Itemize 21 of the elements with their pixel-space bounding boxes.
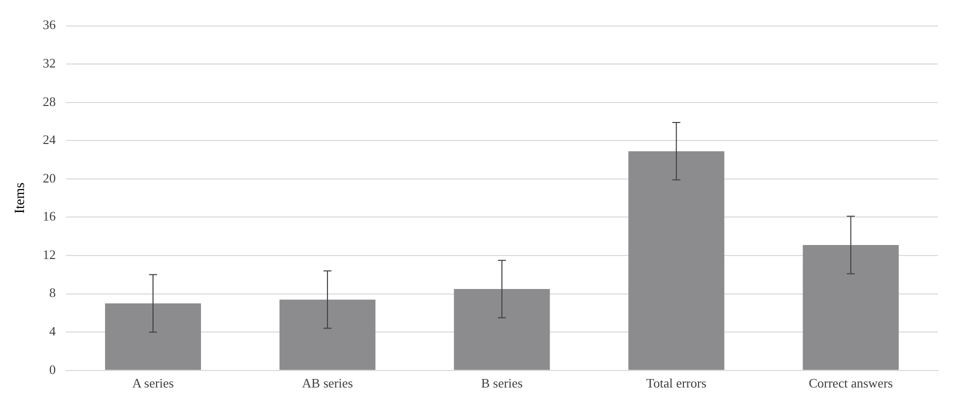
y-tick-label: 8: [49, 285, 56, 300]
x-tick-label: A series: [132, 376, 174, 391]
y-tick-label: 32: [42, 56, 56, 71]
y-tick-label: 24: [42, 132, 56, 148]
bar: [628, 151, 724, 370]
x-tick-label: Correct answers: [808, 376, 893, 391]
bar: [105, 303, 201, 370]
y-tick-label: 12: [42, 246, 56, 262]
bar: [279, 300, 376, 370]
x-tick-label: AB series: [302, 376, 353, 391]
y-tick-label: 4: [49, 324, 56, 339]
y-axis-title: Items: [13, 182, 28, 214]
x-tick-label: B series: [481, 376, 523, 391]
y-tick-label: 28: [42, 94, 56, 109]
bar: [454, 289, 550, 370]
y-tick-label: 36: [42, 17, 56, 32]
y-tick-label: 20: [42, 170, 56, 186]
x-tick-label: Total errors: [646, 376, 706, 391]
y-tick-label: 0: [49, 362, 56, 377]
bar: [802, 245, 899, 370]
y-tick-label: 16: [42, 208, 56, 224]
